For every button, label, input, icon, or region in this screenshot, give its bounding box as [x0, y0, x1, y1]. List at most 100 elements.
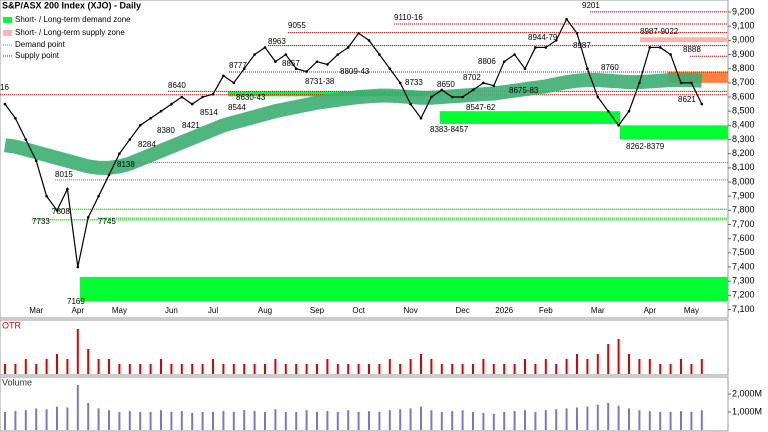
annotation: 8731-38 [305, 77, 335, 86]
annotation: 8888 [683, 45, 701, 54]
annotation: 8383-8457 [430, 125, 469, 134]
price-point [97, 194, 100, 198]
annotation: 8987 [573, 41, 591, 50]
annotation: 8760 [601, 63, 619, 72]
chart-title: S&P/ASX 200 Index (XJO) - Daily [2, 0, 141, 10]
price-point [149, 116, 152, 120]
price-point [201, 95, 204, 99]
annotation: 9201 [582, 1, 600, 10]
long-term-band [4, 73, 703, 175]
price-point [190, 102, 194, 106]
annotation: 8544 [228, 103, 246, 112]
x-tick-label: Oct [352, 306, 365, 315]
price-point [690, 81, 693, 85]
price-point [440, 88, 444, 92]
y-tick-label: 9,000 [732, 35, 755, 45]
price-point [159, 109, 163, 113]
price-point [66, 187, 69, 191]
annotation: 8421 [182, 121, 200, 130]
annotation: 7169 [67, 297, 85, 306]
price-point [118, 152, 121, 155]
annotation: 8284 [138, 140, 156, 149]
y-tick-label: 9,200 [732, 6, 755, 16]
otr-panel [0, 319, 729, 376]
y-tick-label: 8,300 [732, 134, 755, 144]
price-point [502, 60, 506, 63]
volume-title: Volume [2, 377, 32, 387]
price-point [170, 102, 173, 106]
x-tick-label: Aug [258, 306, 272, 315]
price-point [55, 209, 59, 212]
annotation: 7745 [98, 217, 116, 226]
price-point [326, 63, 329, 66]
price-point [627, 109, 631, 113]
x-tick-label: Sep [310, 306, 325, 315]
price-point [565, 17, 568, 21]
annotation: 8987-9022 [640, 27, 679, 36]
annotation: 8640 [168, 81, 186, 90]
price-point [128, 138, 132, 141]
price-point [232, 81, 236, 85]
y-tick-label: 8,700 [732, 77, 755, 87]
price-point [138, 124, 142, 127]
price-point [284, 53, 288, 56]
x-tick-label: Jul [208, 306, 218, 315]
price-point [523, 67, 527, 70]
price-point [294, 67, 298, 70]
zone [620, 125, 728, 140]
y-tick-label: 7,900 [732, 191, 755, 201]
annotation: 8675-83 [509, 86, 539, 95]
y-tick-label: 7,300 [732, 276, 755, 286]
y-tick-label: 8,200 [732, 148, 755, 158]
y-tick-label: 8,000 [732, 176, 755, 186]
legend-label: Short- / Long-term demand zone [15, 15, 131, 24]
legend-swatch [3, 17, 12, 23]
price-line [4, 17, 703, 268]
annotation: 8621 [678, 95, 696, 104]
price-point [211, 92, 215, 96]
annotation: 8944-79 [528, 33, 558, 42]
price-point [596, 95, 600, 99]
price-point [367, 39, 371, 42]
x-tick-label: Feb [539, 306, 553, 315]
price-point [76, 265, 80, 269]
x-tick-label: 2026 [495, 306, 513, 315]
price-point [253, 53, 256, 56]
y-tick-label: 8,500 [732, 106, 755, 116]
volume-tick-label: 2,000M [732, 388, 762, 398]
x-tick-label: Nov [403, 306, 417, 315]
annotation: 8547-62 [466, 103, 496, 112]
price-point [554, 39, 558, 42]
price-point [107, 173, 111, 177]
price-point [398, 81, 402, 85]
annotation: 8262-8379 [626, 142, 665, 151]
annotation: 9110-16 [394, 13, 423, 22]
zone [80, 276, 728, 302]
annotation: 8138 [117, 160, 135, 169]
annotation: 8702 [463, 73, 481, 82]
price-point [346, 46, 350, 49]
price-point [669, 53, 672, 56]
price-point [336, 53, 340, 56]
price-point [638, 81, 641, 85]
annotation: 8963 [268, 37, 286, 46]
annotation: 7733 [32, 217, 50, 226]
legend-swatch [3, 30, 12, 36]
price-point [430, 95, 433, 99]
annotation: 8015 [55, 170, 73, 179]
y-tick-label: 7,700 [732, 219, 755, 229]
price-point [617, 124, 620, 127]
y-tick-label: 7,400 [732, 261, 755, 271]
y-tick-label: 7,600 [732, 233, 755, 243]
volume-panel [0, 376, 729, 432]
legend-label: Supply point [15, 51, 60, 60]
price-point [658, 46, 662, 49]
annotation: 8809-43 [340, 67, 370, 76]
otr-title: OTR [2, 320, 21, 330]
price-point [534, 46, 537, 49]
price-point [14, 116, 17, 120]
y-tick-label: 8,400 [732, 120, 755, 130]
x-tick-label: Jun [165, 306, 178, 315]
volume-tick-label: 1,000M [732, 406, 762, 416]
